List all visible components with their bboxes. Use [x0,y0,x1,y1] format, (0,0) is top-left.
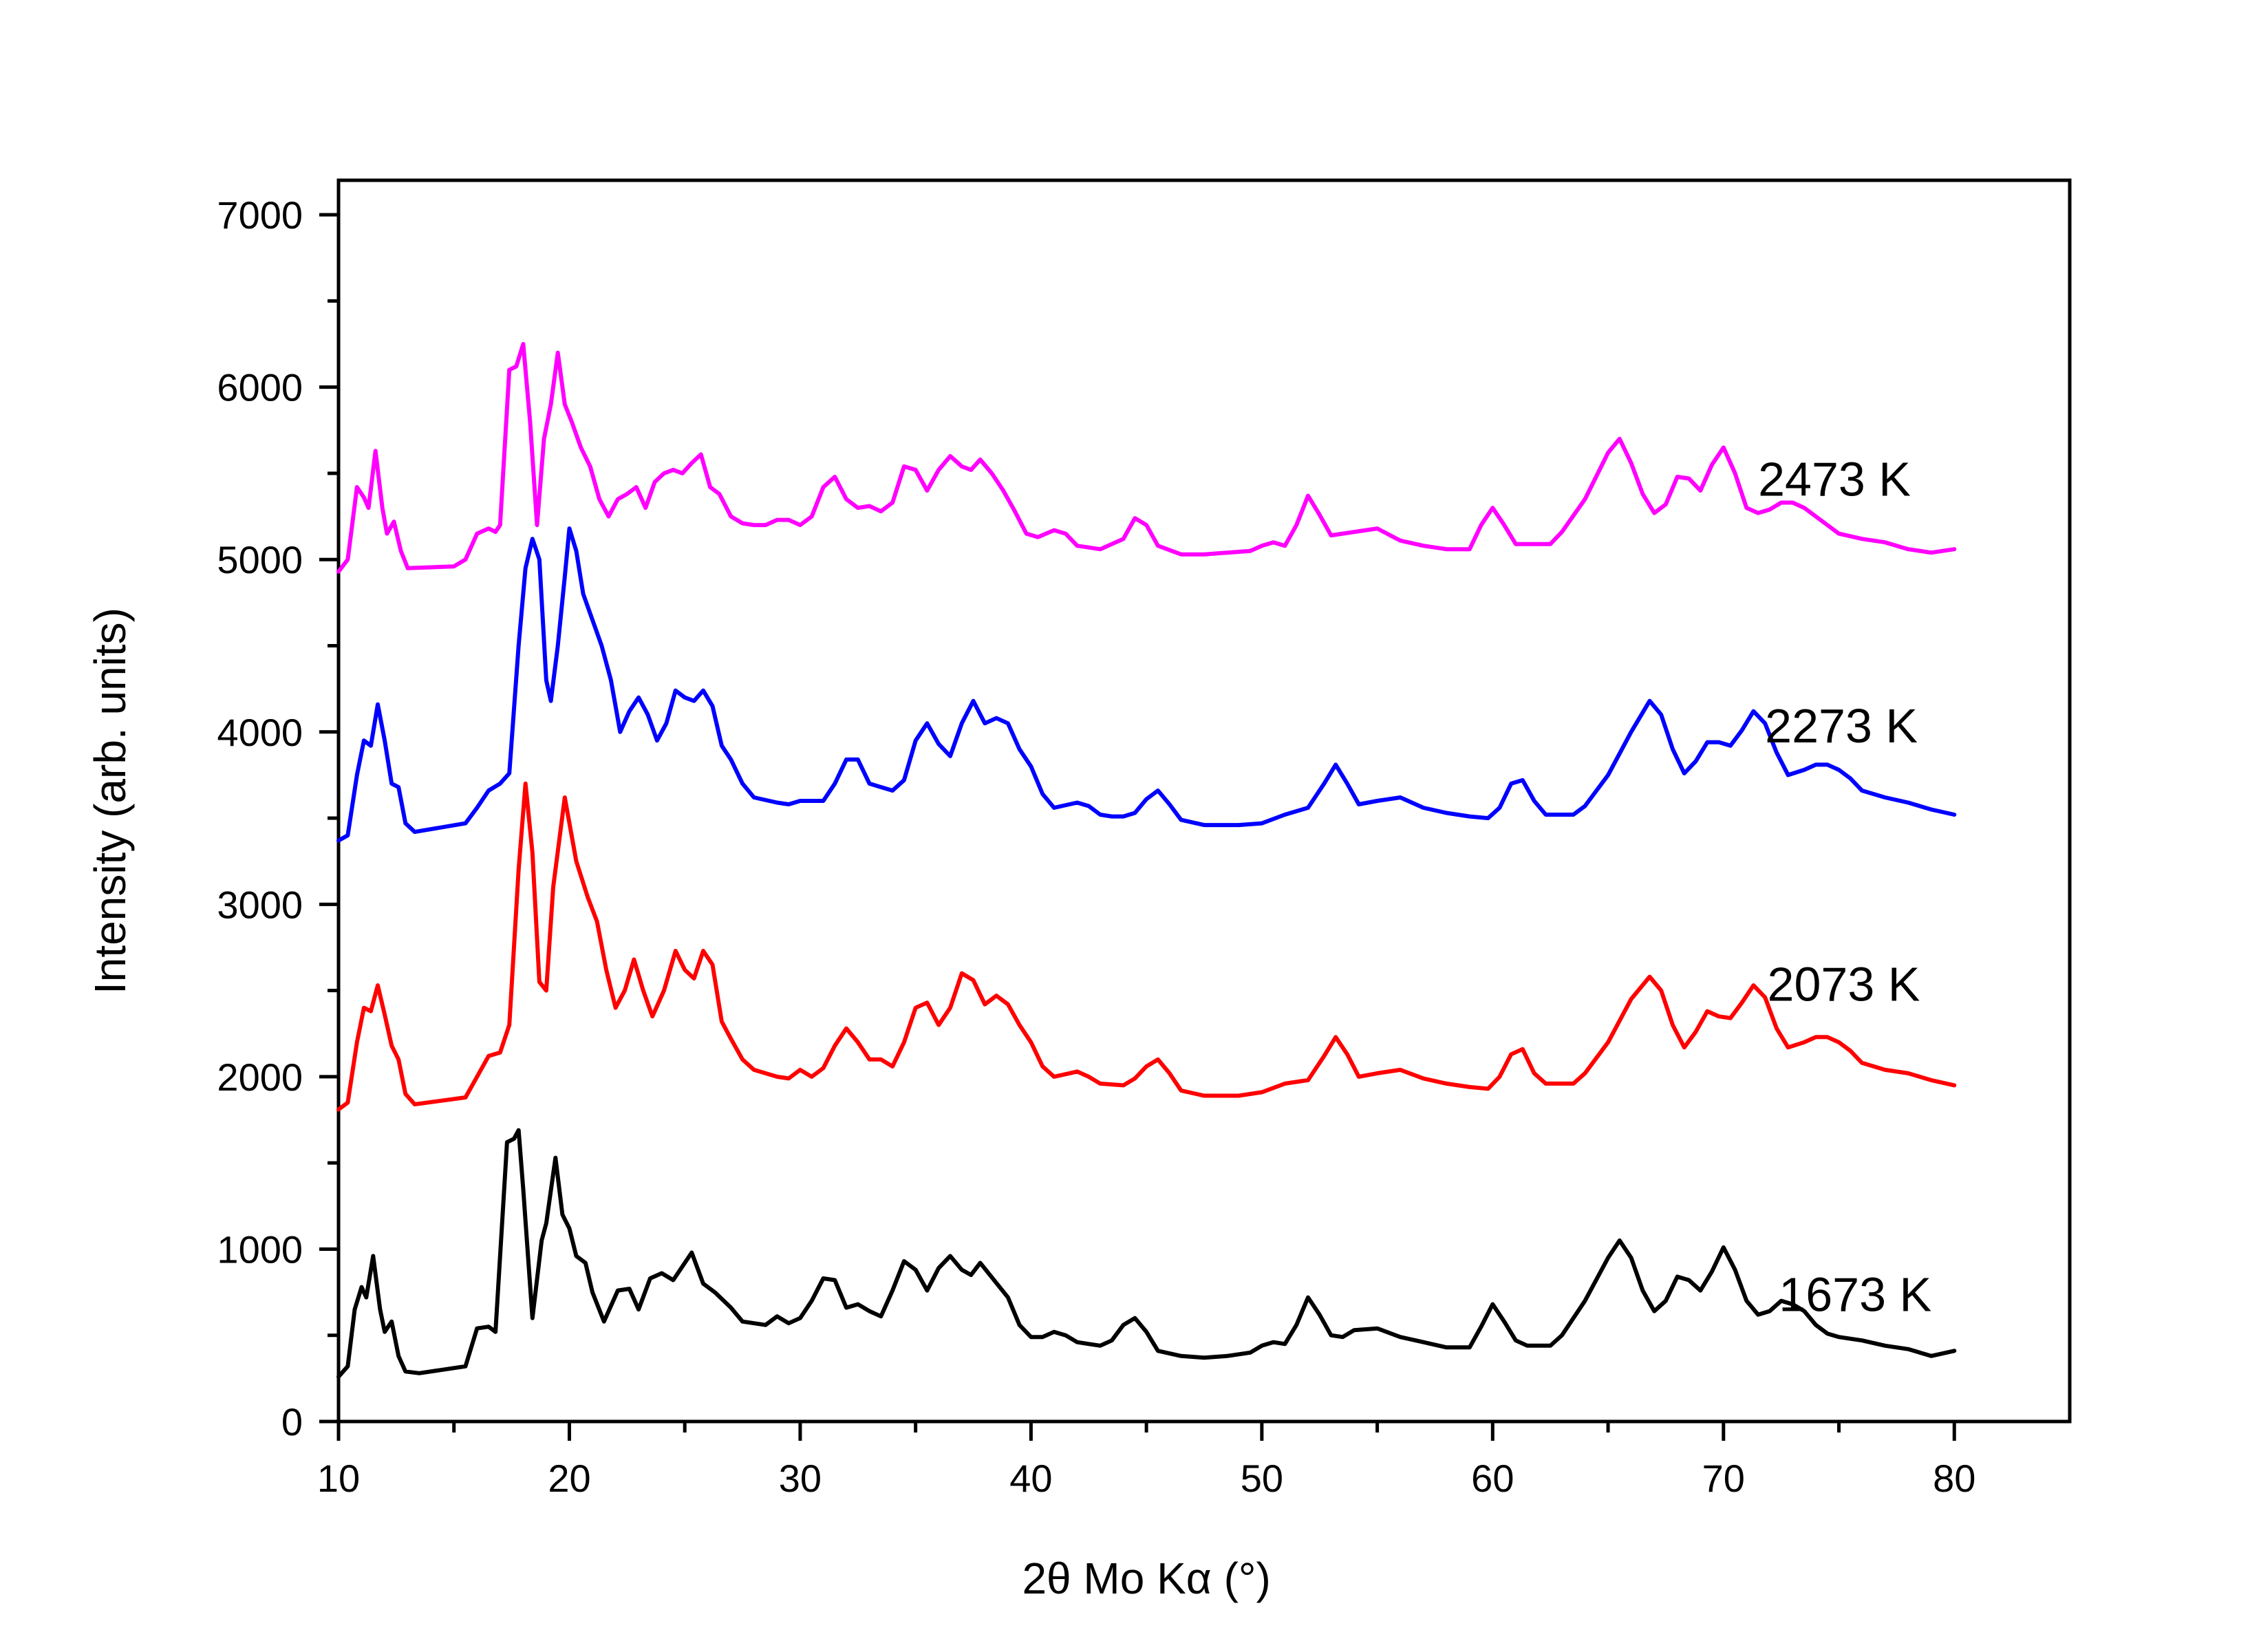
series-line-2073-k [336,781,1957,1112]
y-tick-label: 0 [281,1400,303,1444]
y-tick-label: 7000 [217,193,303,237]
series-label: 2273 K [1765,699,1918,753]
x-tick-label: 50 [1241,1457,1283,1500]
x-tick-label: 10 [317,1457,360,1500]
series-layer [336,342,1957,1379]
series-line-1673-k [336,1128,1957,1379]
y-axis-title: Intensity (arb. units) [85,608,135,994]
x-tick-label: 20 [548,1457,590,1500]
y-tick-label: 2000 [217,1055,303,1099]
y-tick-label: 3000 [217,883,303,926]
series-line-2473-k [336,342,1957,574]
y-tick-label: 4000 [217,711,303,754]
x-tick-label: 40 [1009,1457,1052,1500]
plot-frame [336,178,2072,1424]
series-label: 2073 K [1768,958,1920,1011]
series-label: 2473 K [1758,453,1911,506]
x-tick-label: 70 [1702,1457,1745,1500]
series-line-2273-k [336,526,1957,843]
y-tick-label: 6000 [217,366,303,409]
x-tick-label: 30 [779,1457,822,1500]
x-tick-label: 60 [1471,1457,1514,1500]
axis-ticks: 10 20 30 40 50 60 70 80 0 1000 2000 3000 4000 5000 600… [217,193,1975,1500]
x-tick-label: 80 [1933,1457,1975,1500]
annotation-layer: 2473 K 2273 K 2073 K 1673 K [1758,453,1931,1322]
y-tick-label: 5000 [217,538,303,581]
y-tick-label: 1000 [217,1227,303,1271]
x-axis-title: 2θ Mo Kα (°) [1022,1554,1270,1603]
series-label: 1673 K [1779,1268,1931,1322]
